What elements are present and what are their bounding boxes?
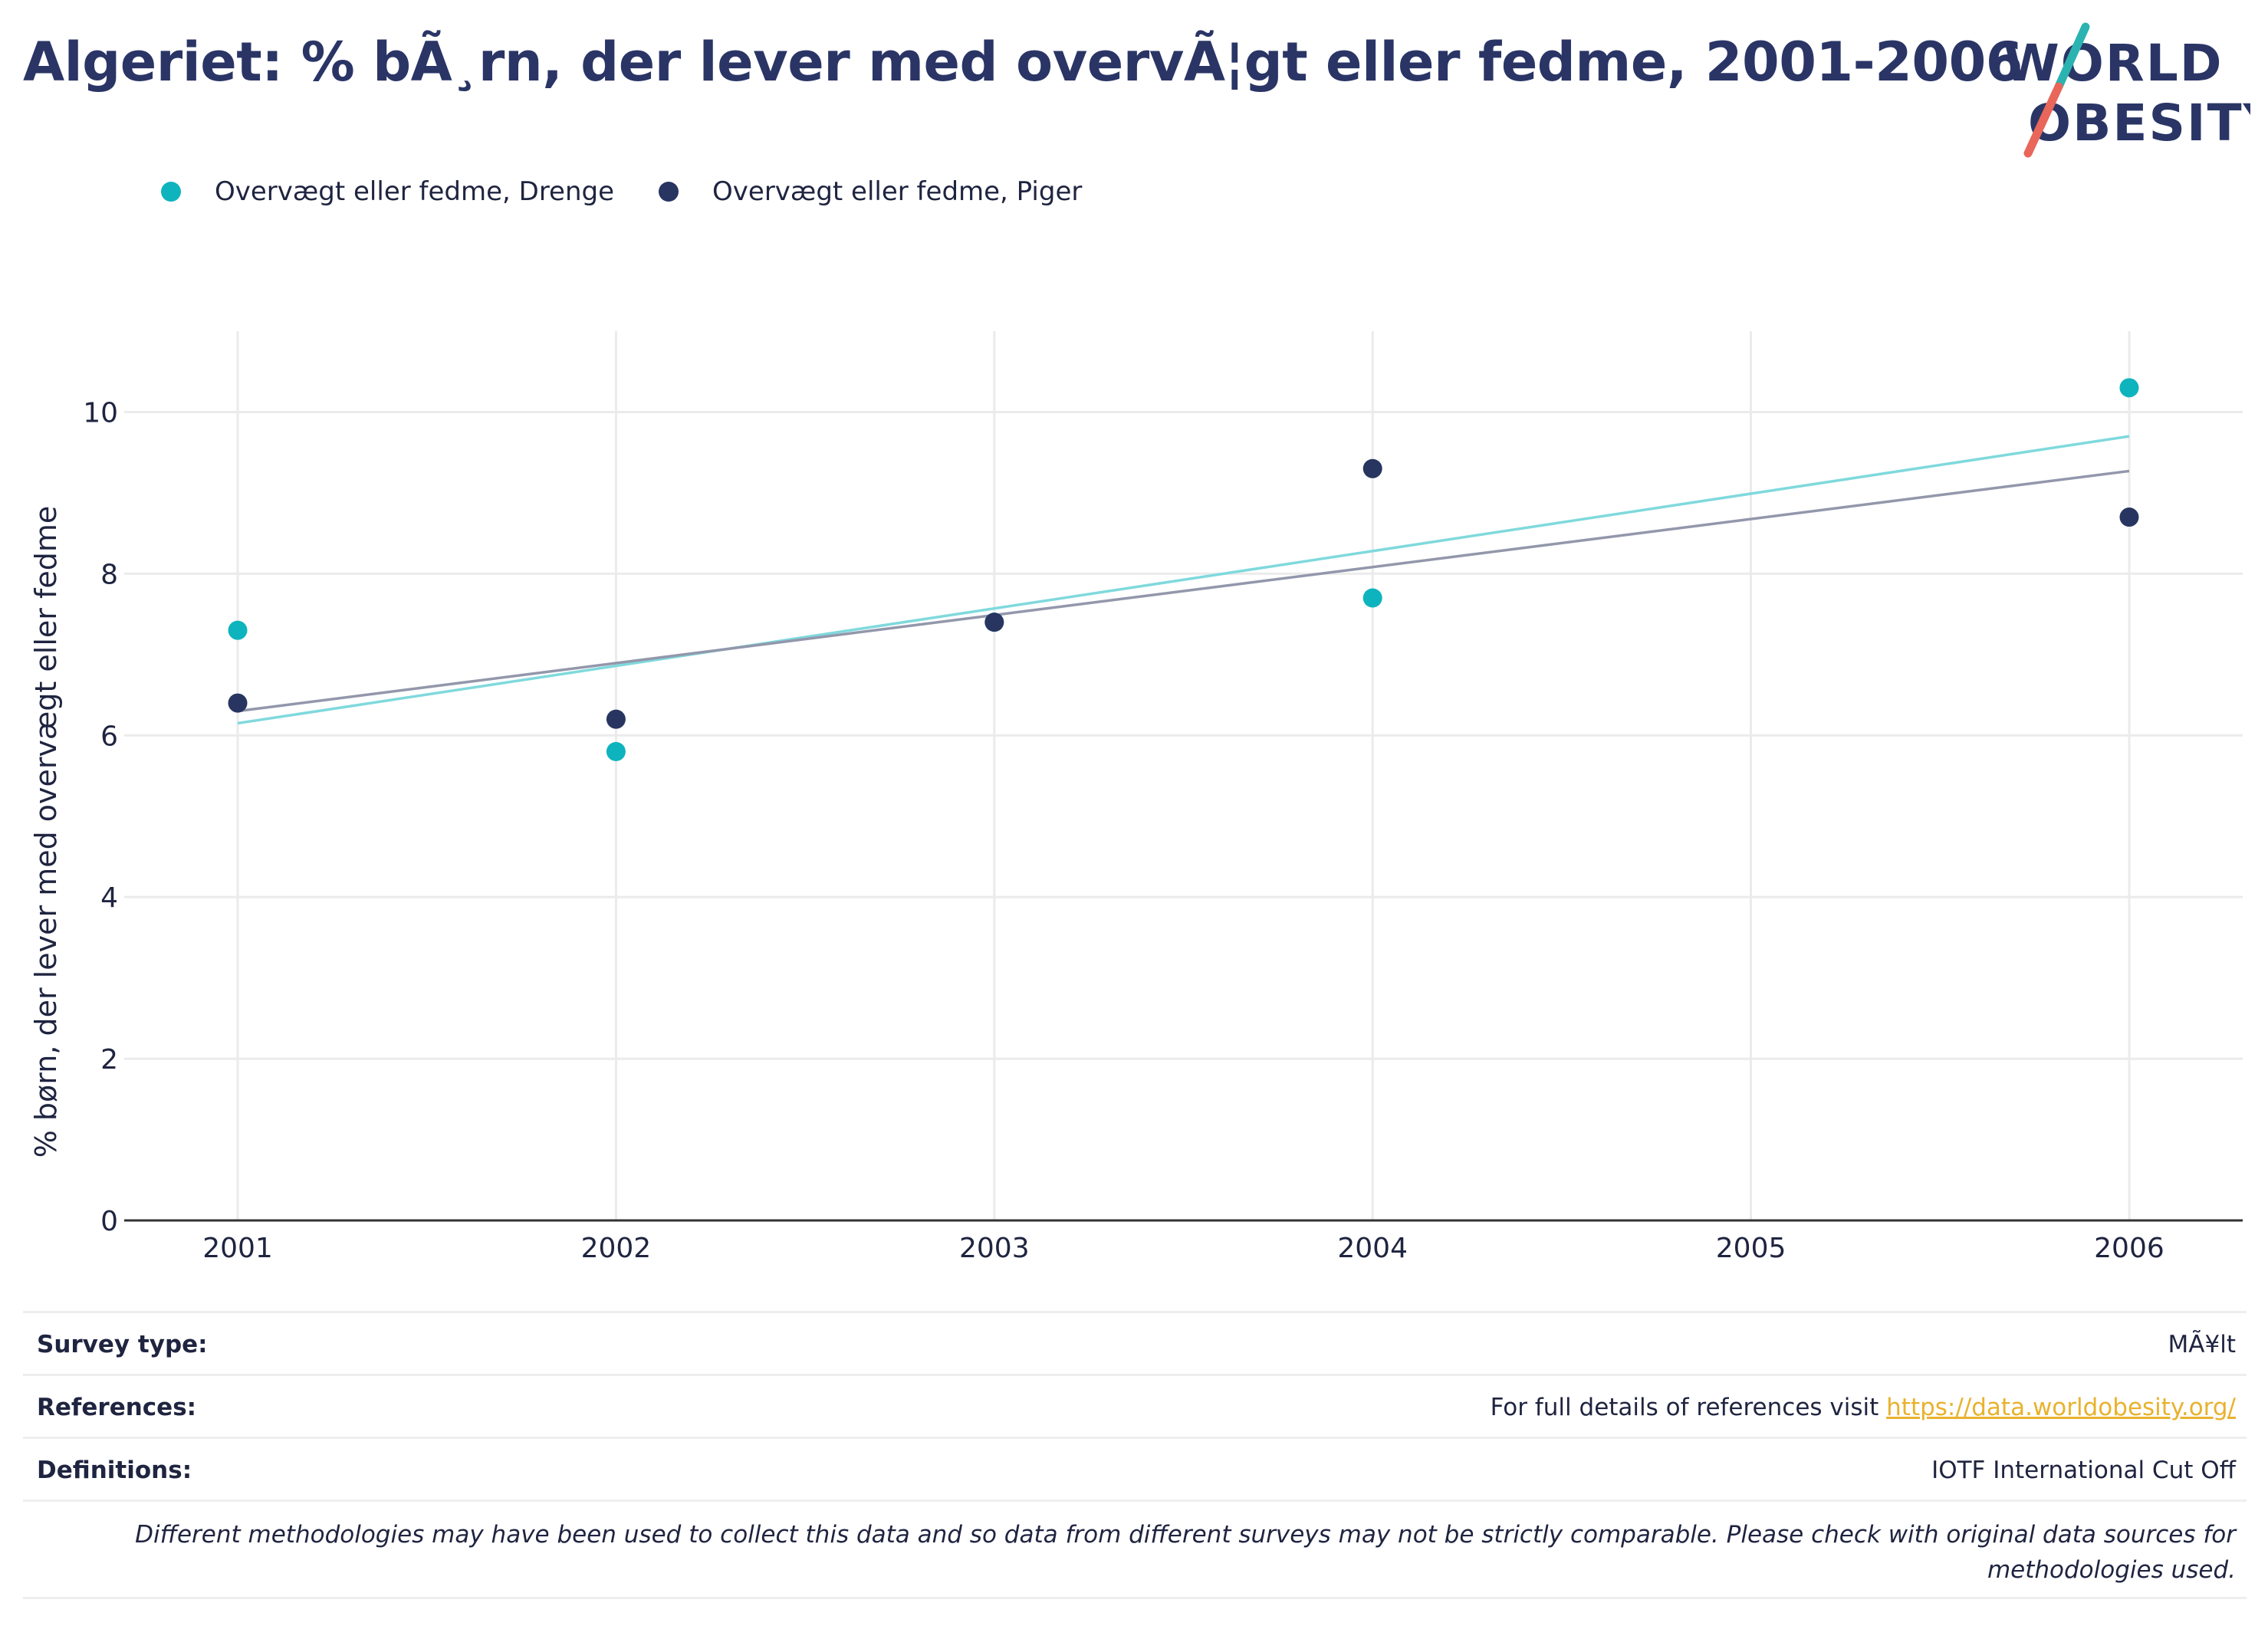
- x-tick-label: 2001: [202, 1233, 273, 1264]
- y-tick-label: 6: [100, 721, 118, 752]
- legend: Overvægt eller fedme, Drenge Overvægt el…: [161, 172, 1126, 211]
- x-tick-label: 2002: [581, 1233, 652, 1264]
- legend-item-piger[interactable]: Overvægt eller fedme, Piger: [659, 176, 1082, 207]
- legend-marker-piger: [659, 182, 679, 202]
- references-text: For full details of references visit: [1490, 1394, 1887, 1421]
- chart-title: Algeriet: % bÃ¸rn, der lever med overvÃ¦…: [23, 31, 2023, 94]
- data-point-series-1: [2119, 507, 2139, 527]
- definitions-row: Definitions: IOTF International Cut Off: [23, 1437, 2247, 1502]
- data-point-series-0: [606, 741, 626, 761]
- data-point-series-1: [606, 709, 626, 729]
- legend-marker-drenge: [161, 182, 181, 202]
- x-tick-label: 2004: [1337, 1233, 1408, 1264]
- data-point-series-1: [228, 693, 248, 713]
- legend-item-drenge[interactable]: Overvægt eller fedme, Drenge: [161, 176, 614, 207]
- y-tick-label: 10: [83, 397, 118, 429]
- legend-label-drenge: Overvægt eller fedme, Drenge: [215, 176, 615, 207]
- chart-plot: 0 2 4 6 8 10 2001 2002 2003 2004 2005 2006: [83, 331, 2243, 1264]
- x-tick-label: 2003: [959, 1233, 1030, 1264]
- methodology-note: Different methodologies may have been us…: [23, 1499, 2247, 1599]
- svg-text:OBESITY: OBESITY: [2028, 94, 2250, 153]
- x-tick-label: 2006: [2094, 1233, 2164, 1264]
- y-tick-label: 8: [100, 559, 118, 590]
- legend-label-piger: Overvægt eller fedme, Piger: [712, 176, 1083, 207]
- trendline-series-0: [237, 435, 2130, 725]
- data-point-series-1: [1362, 458, 1382, 478]
- survey-type-row: Survey type: MÃ¥lt: [23, 1311, 2247, 1376]
- trendline-series-1: [237, 469, 2130, 713]
- world-obesity-logo: WORLD OBESITY: [2003, 22, 2250, 158]
- data-point-series-0: [1362, 588, 1382, 608]
- y-tick-label: 0: [100, 1206, 118, 1237]
- svg-text:WORLD: WORLD: [2003, 34, 2224, 93]
- y-axis-label: % børn, der lever med overvægt eller fed…: [29, 505, 63, 1158]
- survey-type-label: Survey type:: [37, 1331, 208, 1358]
- y-tick-label: 2: [100, 1044, 118, 1076]
- data-point-series-0: [228, 620, 248, 640]
- data-point-series-1: [984, 613, 1004, 632]
- definitions-label: Definitions:: [37, 1457, 192, 1484]
- y-tick-label: 4: [100, 882, 118, 914]
- x-tick-label: 2005: [1716, 1233, 1786, 1264]
- definitions-value: IOTF International Cut Off: [1931, 1457, 2236, 1484]
- references-label: References:: [37, 1394, 197, 1421]
- survey-type-value: MÃ¥lt: [2168, 1331, 2236, 1358]
- references-link[interactable]: https://data.worldobesity.org/: [1886, 1394, 2236, 1421]
- data-point-series-0: [2119, 378, 2139, 398]
- references-row: References: For full details of referenc…: [23, 1374, 2247, 1439]
- references-value: For full details of references visit htt…: [1491, 1394, 2247, 1421]
